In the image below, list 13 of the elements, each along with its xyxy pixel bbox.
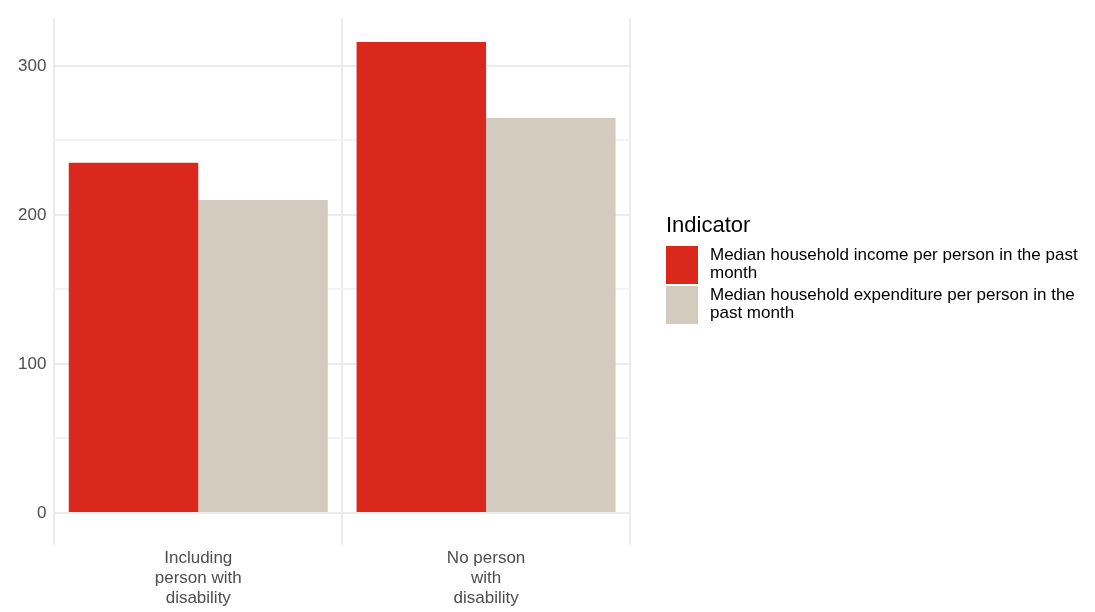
x-tick-label: No person with disability — [446, 547, 526, 608]
y-tick-label: 300 — [17, 55, 47, 75]
legend-label: Median household income per person in the past month — [710, 245, 1079, 282]
bar — [356, 42, 487, 512]
y-tick-label: 200 — [17, 204, 47, 224]
legend-title: Indicator — [666, 212, 752, 238]
y-tick-label: 0 — [36, 502, 47, 522]
bar — [198, 200, 328, 512]
legend-label: Median household expenditure per person in the past month — [710, 285, 1076, 322]
x-tick-label: Including person with disability — [154, 547, 242, 608]
bar — [68, 162, 199, 512]
y-tick-label: 100 — [17, 353, 47, 373]
bar — [486, 118, 616, 512]
